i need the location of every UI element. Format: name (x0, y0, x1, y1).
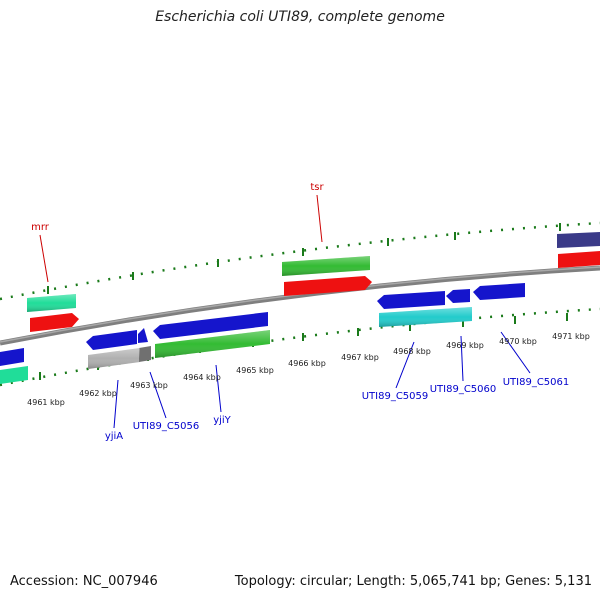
scale-label: 4969 kbp (446, 341, 484, 350)
scale-label: 4968 kbp (393, 347, 431, 356)
leader-mrr (39, 234, 49, 283)
gene-arrow-blue[interactable] (473, 283, 525, 300)
gene-shade (282, 256, 370, 276)
inner-tick-guide (0, 307, 600, 387)
gene-shade (379, 307, 472, 327)
genome-summary-text: Topology: circular; Length: 5,065,741 bp… (234, 574, 592, 589)
gene-label-c5061[interactable]: UTI89_C5061 (503, 377, 570, 388)
leader-yjiY (215, 364, 222, 413)
scale-label: 4963 kbp (130, 381, 168, 390)
gene-shading (27, 256, 472, 369)
gene-arrow-darkgray[interactable] (139, 346, 151, 362)
gene-arrow-blue[interactable] (153, 312, 268, 339)
top-leaders (39, 194, 323, 283)
scale-labels: 4961 kbp 4962 kbp 4963 kbp 4964 kbp 4965… (27, 332, 590, 407)
leader-c5056 (149, 371, 167, 419)
accession-text: Accession: NC_007946 (10, 574, 158, 589)
gene-arrow-blue[interactable] (0, 348, 24, 366)
gene-arrow-blue[interactable] (377, 291, 445, 309)
gene-arrow-teal[interactable] (0, 366, 28, 384)
gene-left-lower[interactable] (0, 348, 28, 384)
leader-c5059 (395, 341, 415, 389)
scale-label: 4967 kbp (341, 353, 379, 362)
bottom-gene-labels: yjiA UTI89_C5056 yjiY UTI89_C5059 UTI89_… (105, 377, 569, 442)
gene-shade (27, 294, 76, 312)
gene-label-c5059[interactable]: UTI89_C5059 (362, 391, 429, 402)
gene-arrow-blue[interactable] (446, 289, 470, 303)
bottom-leaders (113, 331, 531, 429)
genome-backbone (0, 265, 600, 346)
gene-label-mrr[interactable]: mrr (31, 222, 50, 233)
gene-arrow-red[interactable] (558, 251, 600, 268)
gene-arrow-blue[interactable] (86, 330, 137, 350)
scale-label: 4971 kbp (552, 332, 590, 341)
gene-arrow-red[interactable] (30, 313, 79, 332)
gene-arrow-navy[interactable] (557, 232, 600, 248)
leader-tsr (316, 194, 323, 243)
gene-label-c5060[interactable]: UTI89_C5060 (430, 384, 497, 395)
scale-label: 4962 kbp (79, 389, 117, 398)
gene-label-yjiA[interactable]: yjiA (105, 431, 123, 442)
gene-label-yjiY[interactable]: yjiY (213, 415, 231, 426)
leader-c5061 (500, 331, 531, 374)
gene-label-tsr[interactable]: tsr (310, 182, 324, 193)
scale-label: 4965 kbp (236, 366, 274, 375)
map-title: Escherichia coli UTI89, complete genome (155, 9, 445, 25)
gene-right-upper[interactable] (557, 232, 600, 268)
leader-c5060 (460, 335, 464, 382)
scale-label: 4964 kbp (183, 373, 221, 382)
scale-label: 4970 kbp (499, 337, 537, 346)
gene-label-c5056[interactable]: UTI89_C5056 (133, 421, 200, 432)
gene-shade (88, 348, 140, 369)
leader-yjiA (113, 379, 119, 429)
genome-backbone-highlight (0, 266, 600, 343)
gene-shade (155, 330, 270, 358)
scale-label: 4961 kbp (27, 398, 65, 407)
gene-arrow-red[interactable] (284, 276, 372, 296)
gene-arrow-blue[interactable] (138, 328, 148, 343)
scale-label: 4966 kbp (288, 359, 326, 368)
